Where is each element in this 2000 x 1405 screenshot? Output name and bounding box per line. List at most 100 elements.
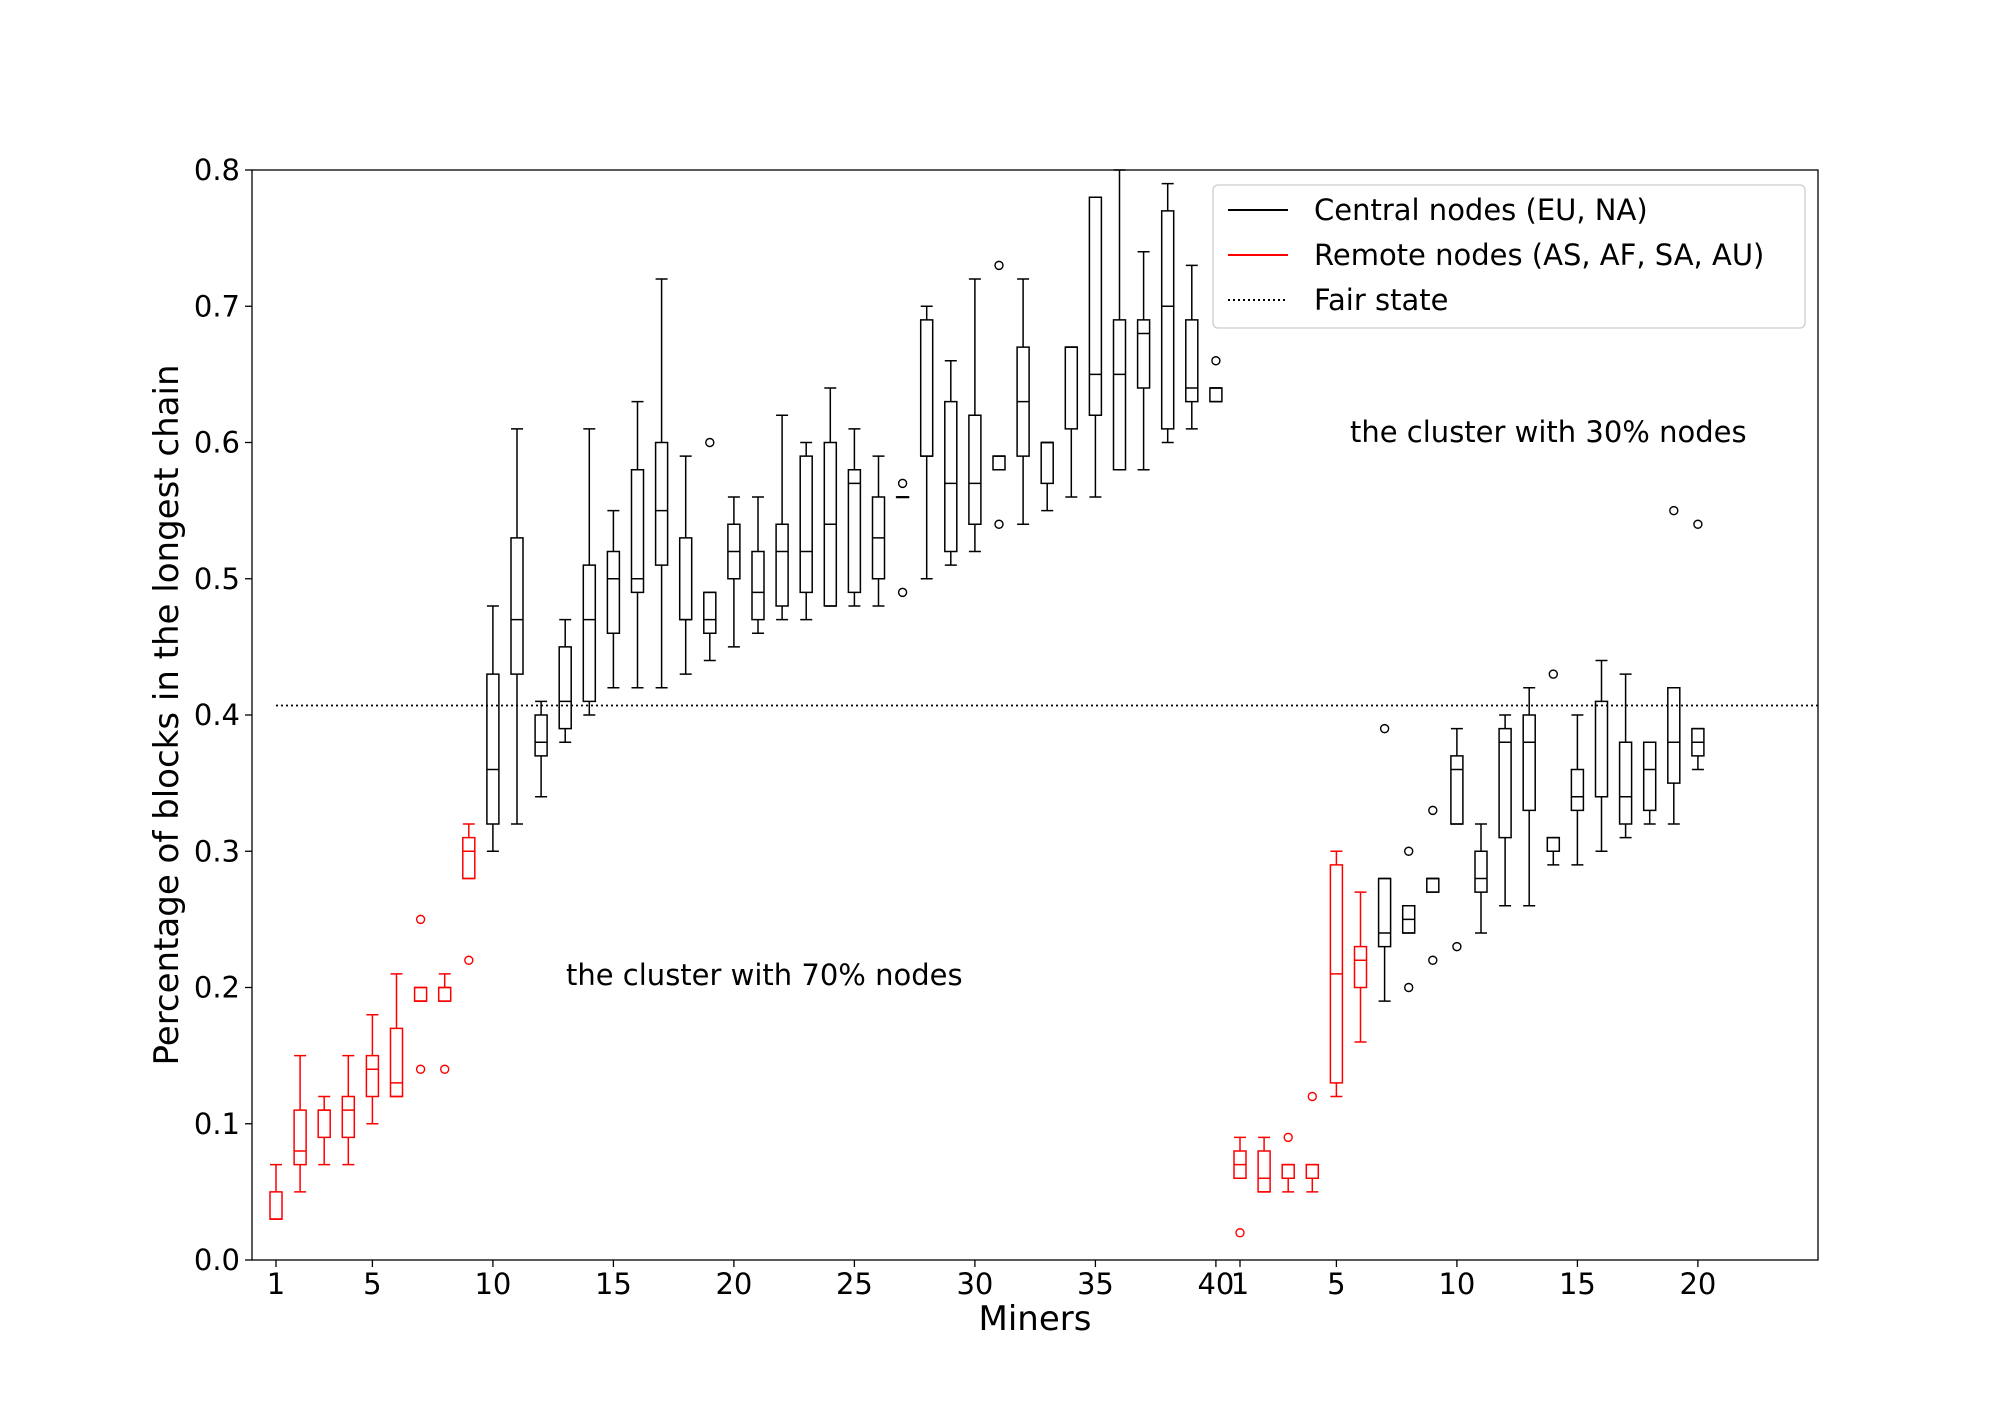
box-iqr: [1185, 319, 1199, 403]
x-axis-title: Miners: [979, 1299, 1092, 1339]
box-plot-miner-1-26: [871, 455, 886, 607]
box-iqr: [1377, 877, 1392, 948]
x-tick-label: 10: [1438, 1267, 1475, 1301]
box-plot-miner-1-8: [437, 973, 452, 1074]
box-plot-miner-1-19: [703, 437, 717, 662]
box-outlier: [1403, 846, 1414, 856]
box-plot-miner-1-17: [654, 278, 669, 689]
box-plot-miner-2-16: [1594, 659, 1609, 852]
box-plot-miner-1-3: [317, 1095, 331, 1166]
box-outlier: [1428, 955, 1438, 965]
x-tick-label: 35: [1077, 1267, 1114, 1301]
x-tick-label: 15: [595, 1267, 632, 1301]
box-plot-miner-2-3: [1281, 1132, 1295, 1193]
box-plot-miner-1-34: [1064, 346, 1079, 498]
box-iqr: [968, 414, 982, 525]
box-plot-miner-2-4: [1305, 1091, 1320, 1193]
y-tick-label: 0.4: [194, 698, 240, 732]
box-plot-miner-2-15: [1570, 714, 1585, 866]
box-plot-miner-1-35: [1088, 196, 1103, 498]
box-iqr: [799, 455, 813, 594]
box-iqr: [775, 523, 789, 607]
box-plot-miner-2-18: [1642, 741, 1657, 825]
y-tick-label: 0.5: [194, 562, 240, 596]
box-plot-miner-1-5: [365, 1014, 380, 1125]
box-plot-miner-2-13: [1522, 687, 1536, 907]
box-plot-miner-1-29: [944, 360, 958, 566]
y-tick-label: 0.0: [194, 1243, 240, 1277]
box-iqr: [510, 537, 524, 675]
box-plot-miner-2-20: [1691, 519, 1705, 771]
box-plot-miner-1-10: [486, 605, 500, 852]
box-plot-miner-2-8: [1401, 846, 1416, 993]
legend-label-central: Central nodes (EU, NA): [1314, 193, 1648, 227]
box-iqr: [1257, 1150, 1271, 1193]
legend: Central nodes (EU, NA) Remote nodes (AS,…: [1212, 184, 1806, 329]
box-outlier: [1403, 982, 1414, 993]
box-plot-miner-2-2: [1257, 1136, 1271, 1193]
box-plot-miner-2-9: [1426, 805, 1440, 965]
box-plot-miner-1-2: [293, 1054, 307, 1193]
box-iqr: [1450, 755, 1464, 825]
box-iqr: [1136, 319, 1151, 389]
box-outlier: [464, 955, 474, 965]
box-iqr: [654, 441, 669, 566]
legend-frame: [1212, 184, 1806, 329]
y-tick-label: 0.2: [194, 971, 240, 1005]
box-iqr: [751, 550, 765, 621]
x-tick-label: 5: [363, 1267, 381, 1301]
box-outlier: [440, 1064, 450, 1074]
box-iqr: [1498, 727, 1512, 839]
box-plot-miner-1-16: [630, 400, 645, 689]
y-tick-label: 0.1: [194, 1107, 240, 1141]
box-iqr: [1642, 741, 1657, 812]
box-outlier: [994, 519, 1004, 529]
box-iqr: [558, 646, 572, 730]
box-outlier: [415, 1064, 426, 1074]
box-iqr: [341, 1095, 356, 1139]
box-plot-miner-1-14: [582, 428, 597, 716]
box-plot-miner-1-13: [558, 618, 572, 743]
x-tick-label: 15: [1559, 1267, 1596, 1301]
y-axis-title: Percentage of blocks in the longest chai…: [147, 364, 187, 1065]
box-outlier: [1379, 723, 1390, 734]
box-outlier: [1307, 1091, 1318, 1102]
box-plot-miner-2-5: [1329, 850, 1344, 1098]
box-iqr: [486, 673, 500, 825]
x-tick-label: 30: [956, 1267, 993, 1301]
box-plot-miner-2-7: [1377, 723, 1392, 1002]
x-tick-label: 1: [267, 1267, 285, 1301]
box-iqr: [1618, 741, 1633, 825]
box-outlier: [1452, 941, 1462, 952]
box-plot-miner-1-1: [269, 1163, 283, 1220]
box-iqr: [630, 469, 645, 594]
box-iqr: [582, 564, 597, 703]
y-tick-label: 0.3: [194, 834, 240, 868]
box-outlier: [705, 437, 715, 448]
box-plot-layer: [269, 169, 1705, 1238]
box-plot-miner-1-37: [1136, 251, 1151, 471]
box-plot-miner-1-30: [968, 278, 982, 553]
box-outlier: [1283, 1132, 1293, 1143]
box-iqr: [1160, 210, 1175, 430]
x-axis: 1 5 10 15 20 25 30 35 401 5 10 15 20: [267, 1260, 1716, 1301]
box-plot-miner-1-6: [389, 973, 404, 1098]
box-iqr: [1088, 196, 1103, 416]
box-outlier: [1548, 669, 1559, 679]
box-outlier: [415, 914, 426, 925]
box-outlier: [1669, 505, 1679, 516]
box-plot-miner-2-17: [1618, 673, 1633, 839]
box-plot-miner-1-27: [895, 478, 910, 598]
x-tick-label: 40: [1197, 1267, 1234, 1301]
box-plot-miner-1-39: [1185, 264, 1199, 430]
box-iqr: [1522, 714, 1536, 812]
box-plot-miner-1-9: [462, 823, 476, 965]
box-plot-miner-1-4: [341, 1054, 356, 1166]
annotation-cluster-30: the cluster with 30% nodes: [1350, 415, 1747, 449]
box-outlier: [1693, 519, 1703, 529]
box-iqr: [1353, 945, 1368, 989]
box-iqr: [389, 1027, 404, 1098]
box-plot-miner-1-22: [775, 414, 789, 621]
